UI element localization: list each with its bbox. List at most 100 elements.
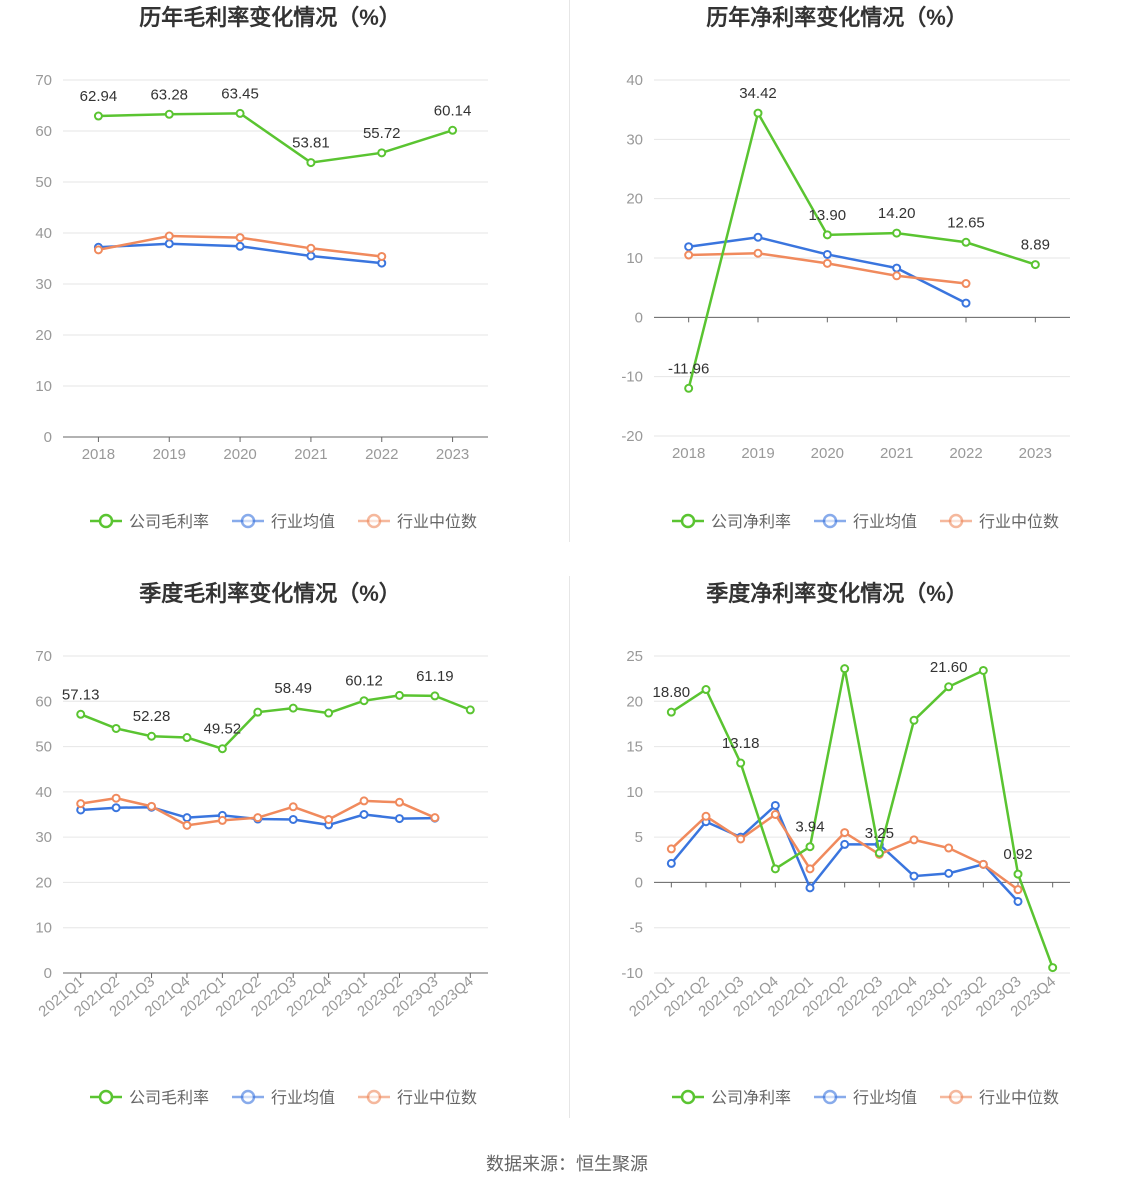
data-label: 63.28	[150, 86, 188, 103]
data-point-company	[822, 230, 832, 240]
data-point-median	[701, 811, 711, 821]
data-label: 12.65	[947, 214, 985, 231]
x-tick-label: 2018	[672, 445, 705, 462]
y-tick-label: 0	[635, 874, 643, 891]
y-tick-label: 60	[35, 693, 52, 710]
y-tick-label: 60	[35, 123, 52, 140]
data-label: 62.94	[80, 88, 118, 105]
data-point-company	[448, 125, 458, 135]
series-line-company	[80, 694, 471, 751]
data-point-median	[909, 835, 919, 845]
data-label: 0.92	[1003, 846, 1032, 863]
legend-swatch-marker	[948, 1089, 964, 1105]
data-point-avg	[164, 239, 174, 249]
data-point-median	[684, 250, 694, 260]
data-point-median	[111, 793, 121, 803]
legend-label: 行业均值	[853, 513, 917, 531]
x-tick-label: 2019	[153, 446, 186, 463]
y-tick-label: 0	[44, 965, 52, 982]
y-tick-label: 10	[35, 920, 52, 937]
data-label: 61.19	[416, 668, 454, 685]
y-tick-label: 10	[626, 784, 643, 801]
data-label: 55.72	[363, 125, 401, 142]
data-point-median	[1013, 885, 1023, 895]
legend-label: 行业中位数	[397, 513, 477, 531]
data-point-median	[164, 231, 174, 241]
chart-title: 历年毛利率变化情况（%）	[139, 5, 401, 30]
data-point-avg	[961, 298, 971, 308]
y-tick-label: 40	[35, 784, 52, 801]
data-point-avg	[235, 241, 245, 251]
chart-svg: 历年净利率变化情况（%） -20 -10 0 10 20 30 40 2018 2019 2020 2…	[621, 5, 1070, 531]
y-tick-label: 10	[35, 378, 52, 395]
data-point-median	[892, 271, 902, 281]
data-point-company	[909, 715, 919, 725]
legend-item: 行业中位数	[940, 1089, 1059, 1107]
data-point-median	[324, 814, 334, 824]
data-point-median	[961, 279, 971, 289]
series-line-median	[670, 812, 1019, 891]
y-tick-label: 30	[626, 131, 643, 148]
chart-quarterly-net-margin: 季度净利率变化情况（%） -10 -5 0 5 10 15 20 25 2021Q1 2021Q2 2…	[567, 576, 1134, 1136]
divider	[569, 0, 570, 542]
data-point-median	[394, 797, 404, 807]
chart-svg: 历年毛利率变化情况（%） 0 10 20 30 40 50 60 70 2018 2019 2020 2…	[35, 5, 488, 531]
data-label: 21.60	[930, 659, 968, 676]
legend-label: 行业中位数	[397, 1089, 477, 1107]
data-point-avg	[666, 858, 676, 868]
data-label: 58.49	[274, 680, 312, 697]
data-label: 13.90	[809, 207, 847, 224]
data-point-company	[76, 709, 86, 719]
data-point-company	[465, 705, 475, 715]
data-point-median	[822, 258, 832, 268]
x-tick-label: 2022	[365, 446, 398, 463]
y-tick-label: 20	[35, 327, 52, 344]
data-point-avg	[909, 871, 919, 881]
data-point-median	[840, 828, 850, 838]
legend-label: 公司净利率	[711, 1089, 791, 1107]
data-label: 3.94	[795, 819, 824, 836]
y-tick-label: 50	[35, 174, 52, 191]
legend-label: 行业均值	[853, 1089, 917, 1107]
legend-label: 行业均值	[271, 1089, 335, 1107]
y-tick-label: 70	[35, 72, 52, 89]
data-point-company	[736, 758, 746, 768]
y-tick-label: 70	[35, 648, 52, 665]
y-tick-label: -10	[621, 369, 643, 386]
data-point-company	[666, 707, 676, 717]
chart-quarterly-gross-margin: 季度毛利率变化情况（%） 0 10 20 30 40 50 60 70 2021Q1 2021Q2 2…	[0, 576, 567, 1136]
legend-item: 行业中位数	[358, 513, 477, 531]
data-label: 13.18	[722, 735, 760, 752]
y-tick-label: 50	[35, 739, 52, 756]
data-point-median	[359, 796, 369, 806]
data-label: -11.96	[668, 360, 709, 377]
x-tick-label: 2020	[223, 446, 256, 463]
data-point-company	[253, 707, 263, 717]
data-point-median	[253, 813, 263, 823]
data-point-company	[1013, 869, 1023, 879]
data-point-company	[840, 664, 850, 674]
data-source-note: 数据来源：恒生聚源	[486, 1154, 648, 1174]
x-tick-label: 2020	[811, 445, 844, 462]
y-tick-label: 20	[626, 191, 643, 208]
divider	[569, 576, 570, 1118]
x-tick-label: 2023	[436, 446, 469, 463]
data-point-avg	[840, 839, 850, 849]
legend-item: 公司净利率	[672, 1089, 791, 1107]
y-tick-label: 0	[635, 309, 643, 326]
x-tick-label: 2023	[1019, 445, 1052, 462]
data-point-company	[288, 703, 298, 713]
data-point-company	[93, 111, 103, 121]
data-point-median	[147, 801, 157, 811]
y-tick-label: 15	[626, 739, 643, 756]
data-point-company	[978, 665, 988, 675]
data-point-company	[394, 690, 404, 700]
chart-title: 季度净利率变化情况（%）	[706, 581, 968, 606]
series-line-company	[98, 112, 453, 164]
y-tick-label: -10	[621, 965, 643, 982]
legend-item: 公司净利率	[672, 513, 791, 531]
data-point-company	[944, 682, 954, 692]
data-point-company	[805, 842, 815, 852]
data-point-avg	[394, 814, 404, 824]
chart-svg: 季度净利率变化情况（%）-10-505101520252021Q12021Q22…	[621, 581, 1070, 1107]
